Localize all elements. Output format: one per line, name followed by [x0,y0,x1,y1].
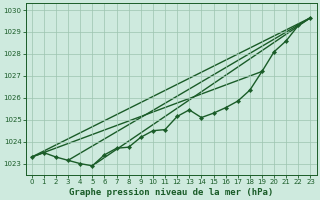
X-axis label: Graphe pression niveau de la mer (hPa): Graphe pression niveau de la mer (hPa) [69,188,273,197]
